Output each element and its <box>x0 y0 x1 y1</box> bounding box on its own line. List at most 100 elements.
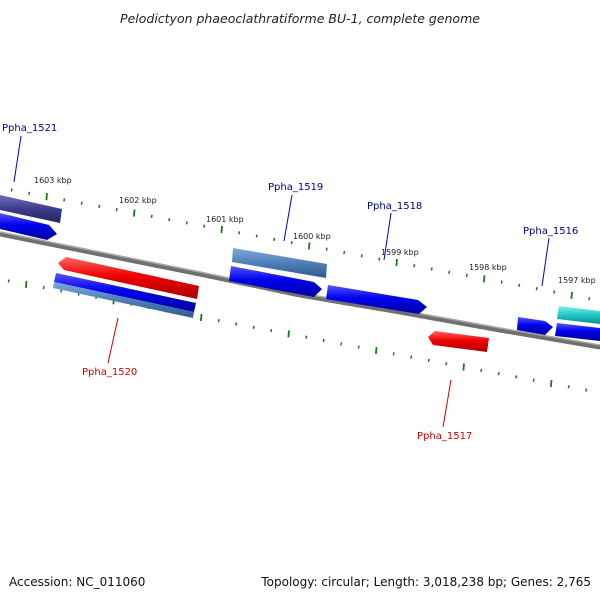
inner-minor-tick <box>497 371 500 376</box>
outer-major-tick <box>45 193 48 201</box>
outer-minor-tick <box>203 224 206 228</box>
outer-minor-tick <box>255 234 258 238</box>
outer-tick-ring <box>10 188 591 301</box>
inner-minor-tick <box>515 375 518 379</box>
cds-ppha-1520-blue[interactable] <box>54 273 196 312</box>
cds-ppha-1516-arrow[interactable] <box>517 317 553 335</box>
inner-minor-tick <box>532 378 535 382</box>
outer-minor-tick <box>413 264 416 268</box>
inner-minor-tick <box>585 388 588 392</box>
genome-summary-text: Topology: circular; Length: 3,018,238 bp… <box>260 575 591 589</box>
forward-strand-features <box>0 195 600 341</box>
cds-ppha-1518-arrow[interactable] <box>326 285 427 314</box>
outer-minor-tick <box>63 198 66 202</box>
inner-minor-tick <box>567 385 570 389</box>
map-title: Pelodictyon phaeoclathratiforme BU-1, co… <box>120 11 480 26</box>
outer-minor-tick <box>150 214 153 218</box>
outer-minor-tick <box>290 240 293 245</box>
outer-minor-tick <box>518 283 521 288</box>
gene-ppha-1519-block[interactable] <box>232 248 327 278</box>
kbp-label-1599: 1599 kbp <box>381 248 419 257</box>
inner-minor-tick <box>410 355 413 359</box>
inner-minor-tick <box>270 328 273 333</box>
outer-minor-tick <box>273 237 276 241</box>
outer-major-tick <box>395 258 398 266</box>
gene-right-edge-block[interactable] <box>557 306 600 324</box>
outer-minor-tick <box>448 270 451 274</box>
inner-minor-tick <box>305 335 308 339</box>
outer-minor-tick <box>430 267 433 271</box>
inner-minor-tick <box>42 285 45 290</box>
kbp-label-1600: 1600 kbp <box>293 232 331 241</box>
outer-minor-tick <box>553 290 556 294</box>
leader-ppha-1518 <box>383 212 392 261</box>
inner-minor-tick <box>480 368 483 372</box>
kbp-label-1601: 1601 kbp <box>206 215 244 224</box>
outer-minor-tick <box>535 287 538 291</box>
outer-minor-tick <box>378 257 381 261</box>
gene-labels: Ppha_1521 Ppha_1519 Ppha_1518 Ppha_1516 … <box>2 123 578 442</box>
cds-right-edge-arrow[interactable] <box>555 323 600 341</box>
outer-minor-tick <box>168 217 171 222</box>
outer-minor-tick <box>465 273 468 278</box>
outer-minor-tick <box>325 247 328 251</box>
inner-minor-tick <box>357 345 360 349</box>
kbp-label-1597: 1597 kbp <box>558 276 596 285</box>
outer-minor-tick <box>115 208 118 212</box>
reverse-strand-features <box>53 257 489 352</box>
inner-major-tick <box>550 379 553 388</box>
kbp-label-1602: 1602 kbp <box>119 196 157 205</box>
kbp-label-1598: 1598 kbp <box>469 263 507 272</box>
outer-major-tick <box>220 225 223 234</box>
gene-label-ppha-1519[interactable]: Ppha_1519 <box>268 182 323 193</box>
inner-minor-tick <box>392 352 395 356</box>
outer-minor-tick <box>500 280 503 284</box>
leader-ppha-1519 <box>283 194 293 242</box>
outer-minor-tick <box>185 221 188 225</box>
outer-minor-tick <box>28 191 31 195</box>
cds-ppha-1521-arrow[interactable] <box>0 213 57 240</box>
gene-label-ppha-1517[interactable]: Ppha_1517 <box>417 431 472 442</box>
outer-major-tick <box>308 242 311 250</box>
gene-ppha-1521-block[interactable] <box>0 195 62 223</box>
kbp-label-1603: 1603 kbp <box>34 176 72 185</box>
outer-minor-tick <box>360 254 363 258</box>
inner-minor-tick <box>427 358 430 363</box>
inner-minor-tick <box>235 322 238 326</box>
gene-label-ppha-1516[interactable]: Ppha_1516 <box>523 226 578 237</box>
outer-minor-tick <box>10 188 13 192</box>
accession-text: Accession: NC_011060 <box>9 575 145 589</box>
gene-label-ppha-1520[interactable]: Ppha_1520 <box>82 367 137 378</box>
leader-ppha-1521 <box>13 135 22 183</box>
cds-ppha-1520-steel[interactable] <box>53 282 194 318</box>
gene-ppha-1517-red-arrow[interactable] <box>428 331 489 352</box>
outer-major-tick <box>133 209 136 217</box>
inner-major-tick <box>375 346 378 355</box>
inner-minor-tick <box>340 342 343 346</box>
leader-lines <box>13 135 550 428</box>
inner-minor-tick <box>252 325 255 329</box>
outer-major-tick <box>483 275 486 283</box>
outer-minor-tick <box>588 296 591 301</box>
genome-backbone <box>0 231 600 350</box>
inner-major-tick <box>287 330 290 338</box>
leader-ppha-1517 <box>442 379 452 428</box>
inner-minor-tick <box>60 289 63 293</box>
inner-major-tick <box>462 363 465 371</box>
inner-minor-tick <box>7 279 10 283</box>
inner-major-tick <box>200 313 203 321</box>
gene-label-ppha-1518[interactable]: Ppha_1518 <box>367 201 422 212</box>
outer-minor-tick <box>98 204 101 209</box>
outer-minor-tick <box>238 231 241 235</box>
outer-major-tick <box>570 291 573 299</box>
outer-minor-tick <box>80 201 83 205</box>
leader-ppha-1520 <box>107 317 119 364</box>
inner-minor-tick <box>322 338 325 343</box>
gene-ppha-1520-red-arrow[interactable] <box>58 257 199 299</box>
inner-minor-tick <box>217 319 220 323</box>
cds-ppha-1519-arrow[interactable] <box>229 266 322 297</box>
kbp-labels: 1603 kbp 1602 kbp 1601 kbp 1600 kbp 1599… <box>34 176 596 285</box>
gene-label-ppha-1521[interactable]: Ppha_1521 <box>2 123 57 134</box>
leader-ppha-1516 <box>541 237 550 287</box>
